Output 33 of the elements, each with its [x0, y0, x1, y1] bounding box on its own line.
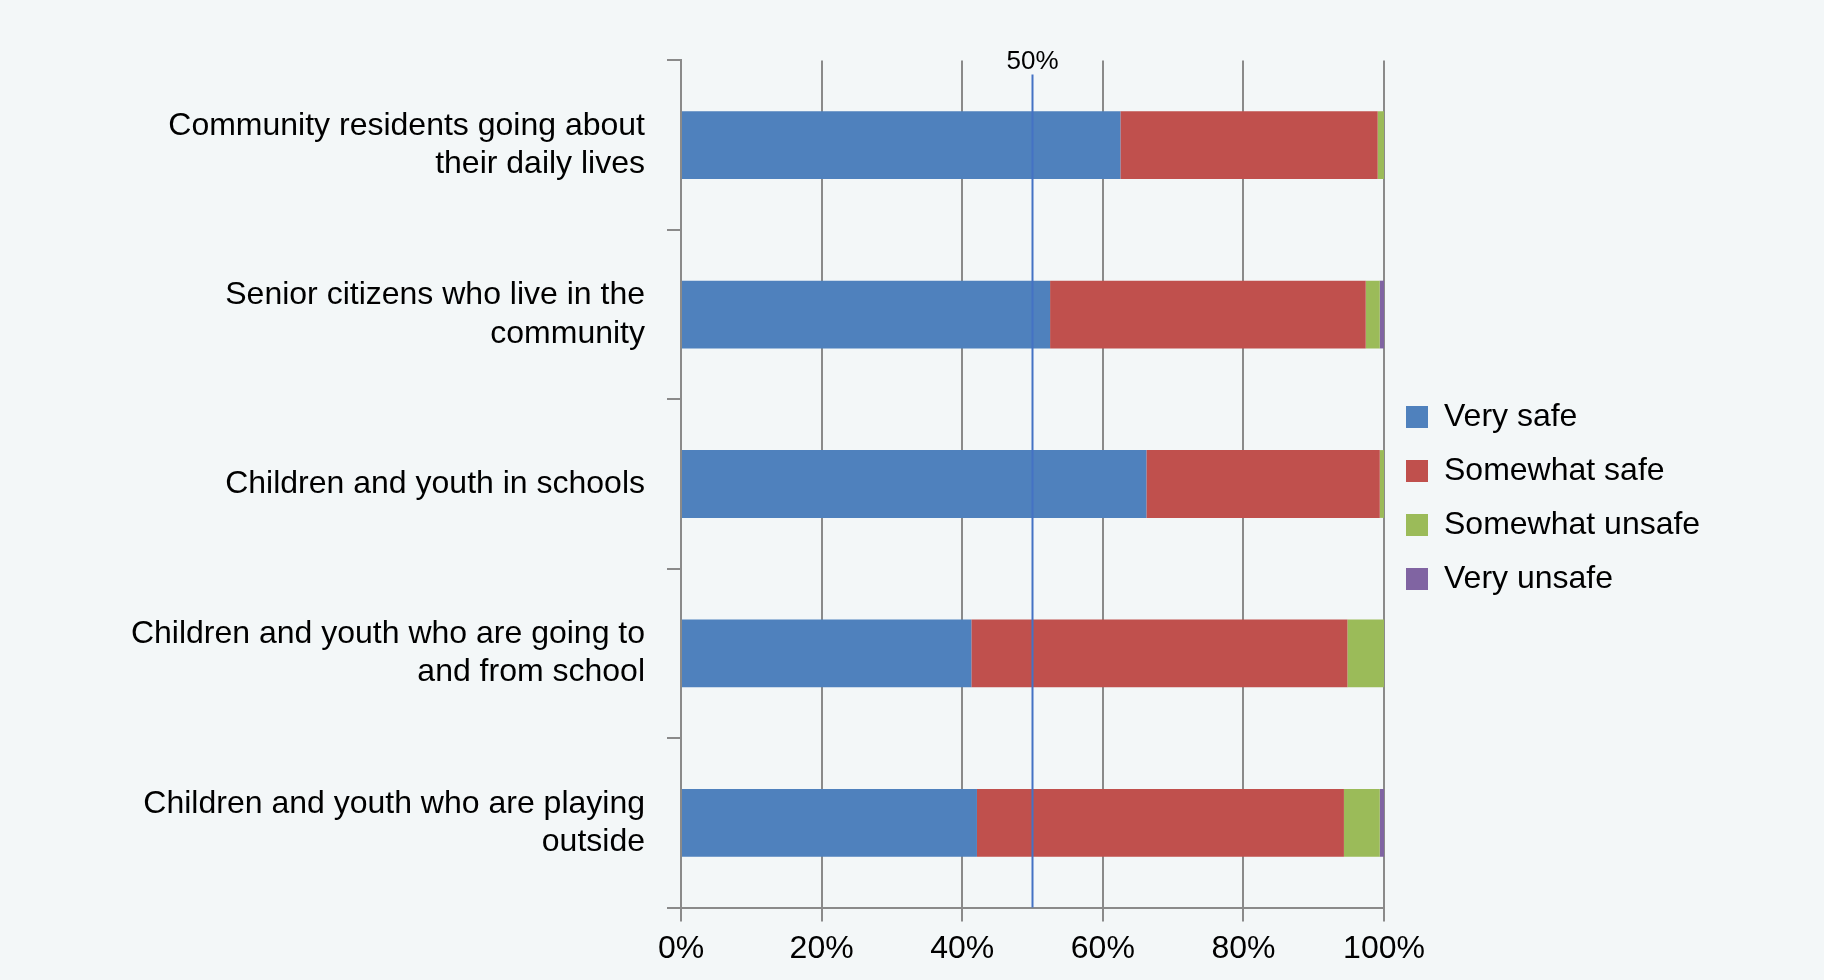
bar: [1379, 280, 1384, 349]
y-tick-label: Senior citizens who live in the community: [225, 275, 645, 350]
x-tick-label: 40%: [930, 928, 995, 965]
x-tick-label: 100%: [1343, 928, 1425, 965]
y-tick-label: Children and youth in schools: [225, 463, 645, 500]
x-tick-label: 20%: [789, 928, 854, 965]
bar: [682, 619, 972, 688]
bar: [682, 788, 977, 857]
legend-label: Somewhat unsafe: [1444, 504, 1701, 541]
legend-label: Very safe: [1444, 396, 1578, 433]
bar: [1146, 450, 1380, 518]
bar: [1343, 788, 1380, 857]
y-tick-label: Children and youth who are going to and from school: [130, 614, 645, 689]
bar: [1365, 280, 1380, 349]
bar: [1347, 619, 1384, 688]
bar: [1050, 280, 1366, 349]
x-tick-label: 0%: [657, 928, 705, 965]
ref-line-label: 50%: [1006, 44, 1059, 75]
bar: [1379, 450, 1384, 518]
x-tick-label: 60%: [1070, 928, 1135, 965]
bar: [682, 111, 1121, 180]
bar: [971, 619, 1348, 688]
x-tick-label: 80%: [1211, 928, 1276, 965]
legend-label: Very unsafe: [1444, 558, 1613, 595]
legend-label: Somewhat safe: [1444, 450, 1665, 487]
bar: [682, 280, 1051, 349]
bar: [682, 450, 1147, 518]
bar: [976, 788, 1344, 857]
y-tick-label: Children and youth who are playing outside: [143, 783, 645, 858]
y-tick-label: Community residents going about their daily lives: [168, 105, 646, 181]
bar: [1379, 788, 1384, 857]
bar: [1120, 111, 1378, 180]
bar: [1377, 111, 1384, 180]
